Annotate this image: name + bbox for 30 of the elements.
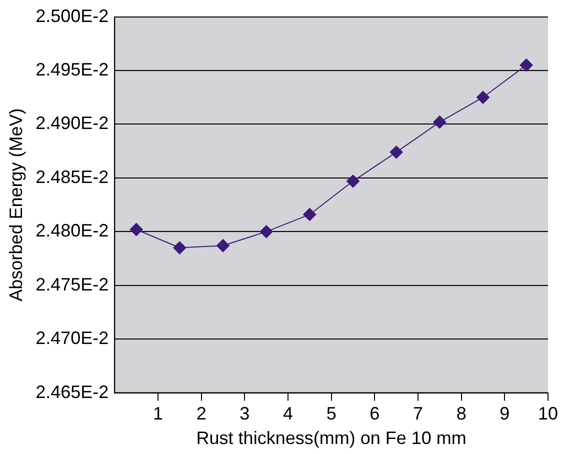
y-tick-label: 2.465E-2 (36, 382, 109, 402)
y-tick-label: 2.475E-2 (36, 274, 109, 294)
x-axis-title: Rust thickness(mm) on Fe 10 mm (196, 428, 466, 448)
y-tick-label: 2.480E-2 (36, 220, 109, 241)
y-tick-label: 2.470E-2 (36, 328, 109, 348)
point (476, 90, 490, 104)
y-tick-label: 2.490E-2 (36, 113, 109, 134)
point (303, 208, 316, 221)
x-tick-label: 1 (152, 404, 163, 424)
y-tick-label: 2.495E-2 (36, 59, 109, 80)
x-tick-label: 3 (240, 404, 250, 424)
x-tick-label: 2 (196, 404, 206, 424)
x-tick-label: 10 (538, 404, 558, 424)
point (260, 225, 273, 238)
x-tick-label: 5 (326, 404, 336, 424)
x-tick-label: 6 (370, 404, 380, 424)
x-tick-label: 4 (282, 404, 293, 424)
x-tick-label: 9 (500, 404, 510, 424)
x-tick-label: 8 (456, 404, 466, 424)
y-tick-label: 2.485E-2 (36, 166, 109, 187)
y-tick-label: 2.500E-2 (36, 6, 109, 26)
point (346, 174, 360, 188)
point (173, 241, 186, 254)
point (520, 58, 533, 72)
point (130, 223, 143, 236)
y-axis-title: Absorbed Energy (MeV) (6, 108, 26, 302)
point (216, 239, 230, 252)
x-tick-label: 7 (412, 404, 424, 424)
point (390, 146, 403, 159)
point (433, 116, 446, 129)
